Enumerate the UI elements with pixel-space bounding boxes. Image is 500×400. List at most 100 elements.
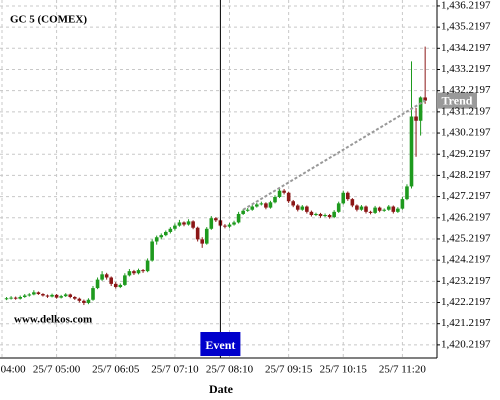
candle-body — [377, 207, 382, 211]
candle-body — [22, 295, 27, 297]
candle-body — [154, 237, 159, 242]
candle-body — [409, 116, 414, 187]
candle-body — [4, 298, 9, 300]
candle-body — [414, 116, 418, 121]
candle-body — [18, 296, 22, 299]
candle-body — [54, 294, 59, 298]
candle-body — [341, 192, 346, 204]
chart-title: GC 5 (COMEX) — [10, 14, 87, 26]
candle-body — [300, 206, 305, 210]
candle-body — [182, 222, 186, 225]
candle-body — [214, 218, 218, 221]
candle-body — [400, 199, 405, 209]
candle-body — [141, 270, 145, 272]
y-tick-label: 1,423.2197 — [441, 275, 491, 287]
candle-body — [232, 222, 236, 225]
candle-body — [177, 222, 182, 226]
y-tick-label: 1,420.2197 — [441, 338, 491, 350]
candle-body — [200, 239, 204, 244]
candle-body — [418, 97, 423, 121]
candle-body — [277, 190, 282, 198]
candle-body — [45, 295, 50, 297]
candle-body — [282, 190, 286, 193]
y-tick-label: 1,428.2197 — [441, 169, 491, 181]
candle-body — [318, 213, 323, 217]
candle-body — [63, 294, 68, 297]
x-tick-label: 25/7 05:00 — [33, 364, 81, 376]
y-tick-label: 1,431.2197 — [441, 105, 491, 117]
candle-body — [291, 201, 295, 206]
candle-body — [186, 221, 191, 225]
x-tick-label: 25/7 07:10 — [151, 364, 199, 376]
candle-body — [273, 197, 277, 203]
candle-body — [59, 296, 63, 298]
candle-body — [41, 294, 45, 296]
candle-body — [95, 279, 100, 289]
candle-body — [36, 292, 41, 295]
x-tick-label: 25/7 11:20 — [379, 364, 426, 376]
candle-body — [150, 241, 154, 261]
candle-body — [350, 199, 355, 206]
candle-body — [355, 205, 359, 210]
x-tick-label: 25/7 10:15 — [320, 364, 368, 376]
trend-label: Trend — [442, 93, 473, 107]
plot-area — [0, 0, 437, 358]
event-label: Event — [205, 338, 235, 352]
candle-body — [405, 186, 409, 200]
y-tick-label: 1,426.2197 — [441, 211, 491, 223]
candle-body — [173, 225, 177, 229]
candle-body — [123, 275, 127, 285]
candle-body — [104, 274, 109, 278]
candle-body — [241, 210, 245, 214]
candle-body — [286, 192, 291, 202]
candle-body — [255, 204, 259, 207]
candle-body — [77, 298, 82, 301]
y-tick-label: 1,425.2197 — [441, 232, 491, 244]
candle-body — [305, 206, 309, 212]
candle-body — [236, 213, 241, 223]
candle-body — [118, 284, 123, 288]
candle-body — [195, 227, 200, 240]
candle-body — [309, 211, 314, 216]
candle-body — [346, 192, 350, 200]
candle-body — [13, 297, 18, 299]
candle-body — [168, 228, 173, 232]
source: www.delkos.com — [14, 314, 92, 326]
event-label-box — [200, 332, 241, 356]
y-tick-label: 1,433.2197 — [441, 63, 491, 75]
candle-body — [382, 209, 386, 211]
trend-label-box — [437, 92, 477, 109]
overlays: Trend Event — [200, 0, 477, 358]
candle-body — [9, 297, 13, 299]
candle-body — [191, 221, 195, 228]
candle-body — [359, 206, 364, 210]
candle-body — [373, 207, 377, 213]
y-tick-label: 1,435.2197 — [441, 21, 491, 33]
candle-body — [327, 215, 332, 218]
candle-body — [82, 300, 86, 303]
candle-body — [132, 271, 136, 274]
candle-body — [245, 209, 250, 211]
candle-body — [109, 277, 113, 284]
candle-body — [32, 292, 36, 295]
candle-body — [91, 288, 95, 300]
candle-body — [86, 299, 91, 303]
y-tick-label: 1,436.2197 — [441, 0, 491, 11]
candle-body — [391, 206, 396, 212]
x-tick-label: 25/7 06:05 — [92, 364, 140, 376]
y-tick-label: 1,424.2197 — [441, 254, 491, 266]
candle-body — [164, 231, 168, 236]
candle-body — [227, 224, 232, 227]
candle-body — [332, 211, 336, 218]
y-tick-label: 1,432.2197 — [441, 84, 491, 96]
candle-body — [73, 296, 77, 299]
y-tick-label: 1,430.2197 — [441, 127, 491, 139]
candle-body — [368, 211, 373, 213]
grid — [0, 0, 437, 358]
candle-body — [127, 271, 132, 276]
candle-body — [423, 97, 427, 101]
x-axis-title: Date — [209, 382, 234, 396]
candle-body — [295, 205, 300, 210]
candle-body — [396, 208, 400, 212]
